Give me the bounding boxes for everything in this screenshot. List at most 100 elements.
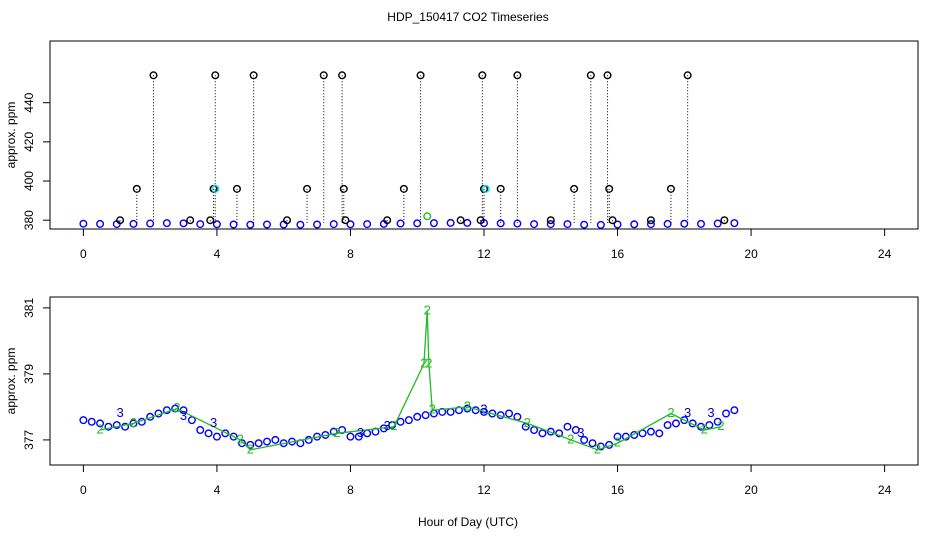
- chart-title: HDP_150417 CO2 Timeseries: [387, 10, 548, 24]
- point: [446, 218, 455, 227]
- y-tick-label: 380: [22, 210, 36, 230]
- point: [229, 432, 238, 441]
- point: [211, 71, 220, 80]
- y-tick-label: 420: [22, 132, 36, 152]
- point: [713, 417, 722, 426]
- point: [663, 421, 672, 430]
- series-line: [99, 311, 722, 451]
- point-label: 3: [180, 408, 187, 423]
- point: [666, 184, 675, 193]
- point: [608, 216, 617, 225]
- point: [429, 219, 438, 228]
- point: [603, 71, 612, 80]
- point-label: 3: [577, 425, 584, 440]
- point-label: 3: [357, 425, 364, 440]
- x-axis-label: Hour of Day (UTC): [418, 515, 518, 529]
- point: [463, 404, 472, 413]
- point: [570, 184, 579, 193]
- x-tick-label: 0: [80, 483, 87, 497]
- point: [613, 220, 622, 229]
- x-tick-label: 8: [347, 247, 354, 261]
- point: [354, 432, 363, 441]
- point: [555, 429, 564, 438]
- y-tick-label: 381: [22, 298, 36, 318]
- point: [313, 220, 322, 229]
- point-label: 2: [247, 441, 254, 456]
- x-tick-label: 12: [477, 247, 491, 261]
- point: [563, 422, 572, 431]
- point-label: 2: [390, 418, 397, 433]
- point: [79, 416, 88, 425]
- point: [187, 416, 196, 425]
- point: [478, 71, 487, 80]
- y-tick-label: 377: [22, 430, 36, 450]
- x-tick-label: 8: [347, 483, 354, 497]
- point-label: 2: [524, 415, 531, 430]
- point: [96, 219, 105, 228]
- point-label: 2: [130, 415, 137, 430]
- x-tick-label: 12: [477, 483, 491, 497]
- point-label: 3: [684, 405, 691, 420]
- point: [87, 417, 96, 426]
- point: [663, 219, 672, 228]
- point: [254, 439, 263, 448]
- point: [416, 71, 425, 80]
- point: [171, 404, 180, 413]
- point-label: 2: [567, 431, 574, 446]
- point: [363, 220, 372, 229]
- point: [646, 427, 655, 436]
- point: [513, 219, 522, 228]
- x-tick-label: 4: [214, 247, 221, 261]
- point: [680, 416, 689, 425]
- point: [530, 426, 539, 435]
- point: [580, 220, 589, 229]
- plot-box: [49, 40, 919, 230]
- point-label: 3: [384, 418, 391, 433]
- point: [588, 439, 597, 448]
- point: [388, 421, 397, 430]
- point: [404, 416, 413, 425]
- point: [697, 219, 706, 228]
- point: [246, 440, 255, 449]
- point: [538, 429, 547, 438]
- point-label: 2: [667, 405, 674, 420]
- point: [586, 71, 595, 80]
- point: [646, 216, 655, 225]
- point: [116, 216, 125, 225]
- point: [680, 219, 689, 228]
- point-label: 2: [701, 421, 708, 436]
- point: [438, 407, 447, 416]
- point: [237, 439, 246, 448]
- point-label: 2: [425, 355, 432, 370]
- x-tick-label: 20: [744, 247, 758, 261]
- point: [363, 429, 372, 438]
- point: [505, 409, 514, 418]
- point: [329, 427, 338, 436]
- point: [204, 429, 213, 438]
- point: [513, 71, 522, 80]
- point: [481, 184, 490, 193]
- point: [246, 220, 255, 229]
- point: [271, 435, 280, 444]
- point: [121, 422, 130, 431]
- x-tick-label: 0: [80, 247, 87, 261]
- point: [146, 219, 155, 228]
- point: [196, 426, 205, 435]
- point: [730, 219, 739, 228]
- point: [232, 184, 241, 193]
- point: [688, 419, 697, 428]
- point: [186, 216, 195, 225]
- point: [303, 184, 312, 193]
- point-label: 2: [96, 421, 103, 436]
- point: [413, 412, 422, 421]
- x-tick-label: 20: [744, 483, 758, 497]
- point: [605, 184, 614, 193]
- point-label: 2: [173, 400, 180, 415]
- point: [421, 411, 430, 420]
- point: [338, 71, 347, 80]
- point: [454, 406, 463, 415]
- x-tick-label: 16: [611, 483, 625, 497]
- point: [396, 219, 405, 228]
- point-label: 2: [464, 398, 471, 413]
- point: [339, 184, 348, 193]
